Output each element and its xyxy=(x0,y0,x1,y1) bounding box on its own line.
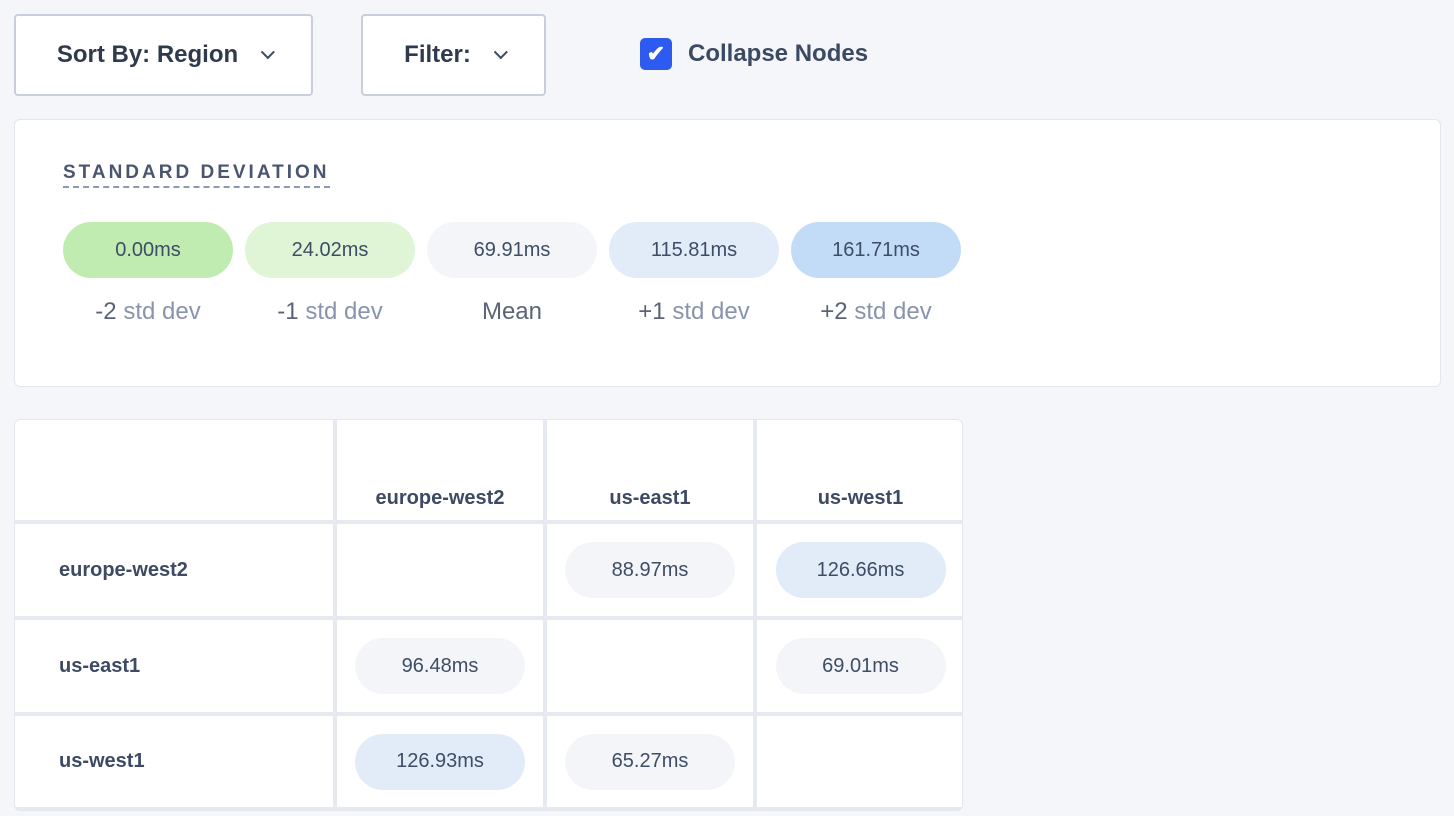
matrix-cell: 88.97ms xyxy=(547,524,753,616)
legend-label-prefix: +1 xyxy=(638,298,666,325)
matrix-cell: 69.01ms xyxy=(757,620,962,712)
legend-label: -1 std dev xyxy=(277,298,382,326)
row-header: us-east1 xyxy=(15,620,333,712)
matrix-cell xyxy=(757,716,962,807)
column-header: europe-west2 xyxy=(337,420,543,520)
legend-label-suffix: std dev xyxy=(854,298,932,325)
latency-pill: 96.48ms xyxy=(355,638,525,694)
row-header: us-west1 xyxy=(15,716,333,807)
chevron-down-icon xyxy=(260,45,276,60)
legend-label-prefix: -1 xyxy=(277,298,299,325)
legend-label-suffix: std dev xyxy=(305,298,383,325)
legend-item: 115.81ms +1 std dev xyxy=(609,222,779,326)
legend-item: 69.91ms Mean xyxy=(427,222,597,326)
latency-pill: 126.93ms xyxy=(355,733,525,790)
legend-label: Mean xyxy=(482,298,542,326)
legend-label-prefix: Mean xyxy=(481,298,543,325)
matrix-cell: 96.48ms xyxy=(337,620,543,712)
collapse-nodes-label: Collapse Nodes xyxy=(688,40,869,67)
legend-pill: 0.00ms xyxy=(63,222,233,278)
legend-pill: 115.81ms xyxy=(609,222,779,278)
latency-pill: 65.27ms xyxy=(565,733,735,790)
checkbox-checked-icon[interactable]: ✔ xyxy=(640,38,672,70)
filter-dropdown[interactable]: Filter: xyxy=(361,14,546,96)
sort-by-label: Sort By: Region xyxy=(56,41,239,68)
column-header: us-east1 xyxy=(547,420,753,520)
legend-label-prefix: -2 xyxy=(95,298,117,325)
legend-label-suffix: std dev xyxy=(672,298,750,325)
row-header: europe-west2 xyxy=(15,524,333,616)
latency-matrix: europe-west2 us-east1 us-west1 europe-west2… xyxy=(14,419,963,811)
legend-label: +2 std dev xyxy=(820,298,931,326)
legend-item: 24.02ms -1 std dev xyxy=(245,222,415,326)
chevron-down-icon xyxy=(493,45,508,60)
legend: 0.00ms -2 std dev 24.02ms -1 std dev 69.91… xyxy=(63,222,961,326)
legend-label-suffix: std dev xyxy=(123,298,201,325)
legend-title: STANDARD DEVIATION xyxy=(63,162,330,188)
latency-pill: 88.97ms xyxy=(565,542,735,598)
column-header: us-west1 xyxy=(757,420,962,520)
sort-by-dropdown[interactable]: Sort By: Region xyxy=(14,14,313,96)
matrix-cell xyxy=(547,620,753,712)
legend-pill: 69.91ms xyxy=(427,222,597,278)
latency-pill: 126.66ms xyxy=(775,542,946,598)
matrix-cell: 126.93ms xyxy=(337,716,543,807)
filter-label: Filter: xyxy=(404,41,471,68)
std-dev-legend-card: STANDARD DEVIATION 0.00ms -2 std dev 24.0… xyxy=(14,119,1441,387)
matrix-cell xyxy=(337,524,543,616)
legend-pill: 24.02ms xyxy=(245,222,415,278)
legend-label: -2 std dev xyxy=(95,298,200,326)
legend-label-prefix: +2 xyxy=(820,298,848,325)
matrix-cell: 65.27ms xyxy=(547,716,753,807)
corner-cell xyxy=(15,420,333,520)
legend-pill: 161.71ms xyxy=(791,222,961,278)
matrix-cell: 126.66ms xyxy=(757,524,962,616)
latency-pill: 69.01ms xyxy=(775,638,946,694)
legend-item: 161.71ms +2 std dev xyxy=(791,222,961,326)
legend-label: +1 std dev xyxy=(638,298,749,326)
legend-item: 0.00ms -2 std dev xyxy=(63,222,233,326)
collapse-nodes-toggle[interactable]: ✔ Collapse Nodes xyxy=(640,38,868,70)
